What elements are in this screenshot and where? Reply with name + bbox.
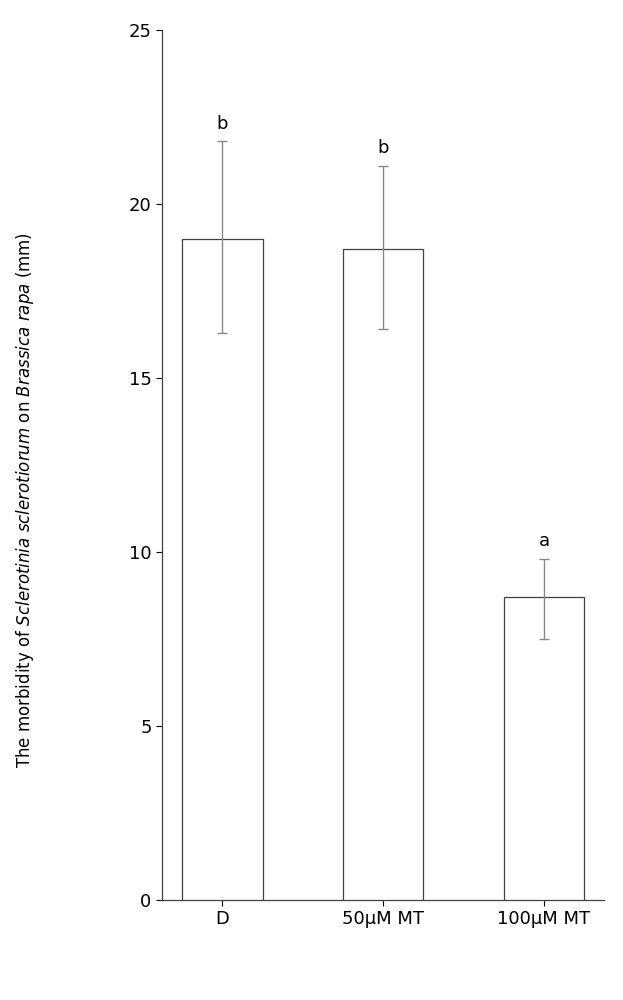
Bar bbox=[504, 597, 584, 900]
Text: b: b bbox=[378, 139, 389, 157]
Bar bbox=[182, 239, 262, 900]
Text: b: b bbox=[217, 115, 228, 133]
Text: a: a bbox=[538, 532, 549, 550]
Bar bbox=[343, 249, 424, 900]
Text: The morbidity of $\it{Sclerotinia\ sclerotiorum}$ on $\it{Brassica\ rapa}$ (mm): The morbidity of $\it{Sclerotinia\ scler… bbox=[14, 232, 36, 768]
